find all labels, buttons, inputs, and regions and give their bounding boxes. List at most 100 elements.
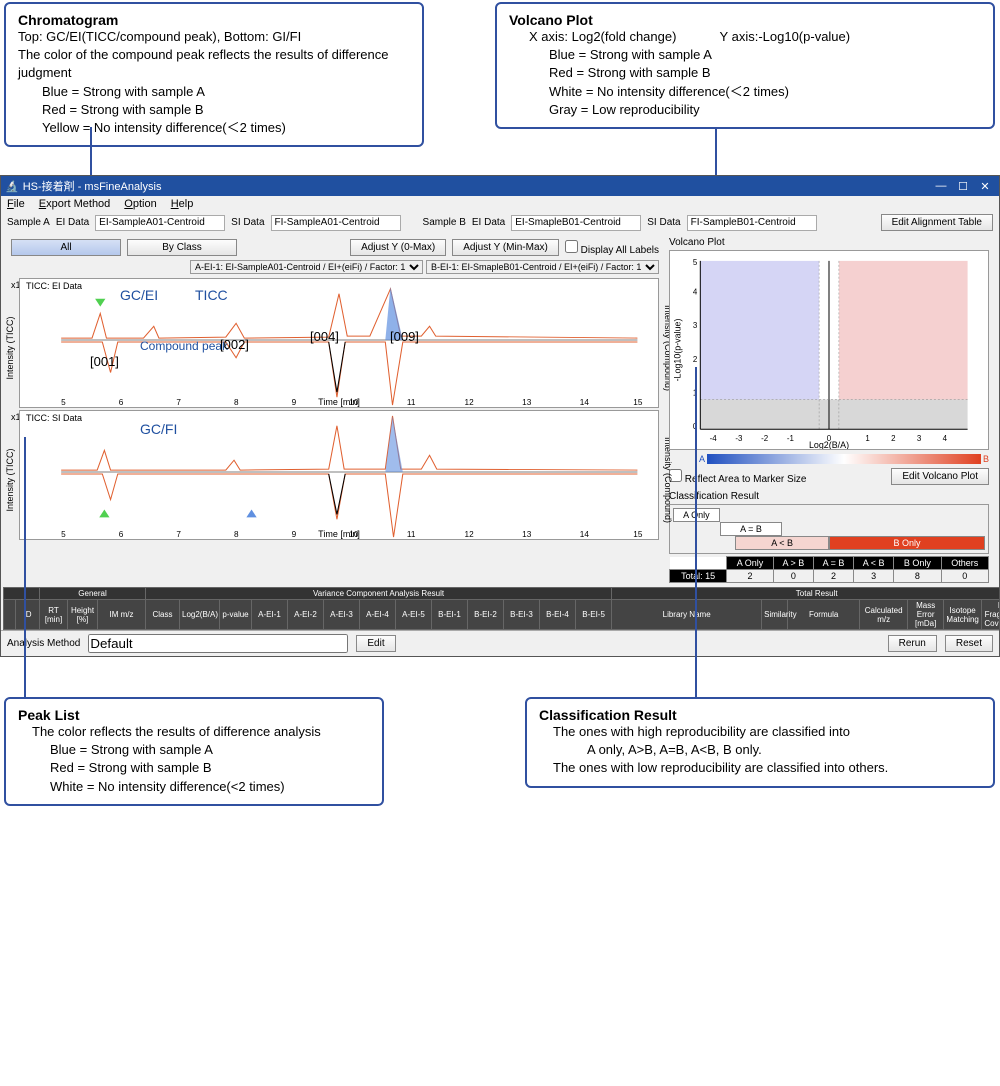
check-display-all[interactable]: Display All Labels — [565, 240, 659, 256]
gradient-bar — [707, 454, 981, 464]
menu-file[interactable]: File — [7, 198, 25, 210]
bar-altb: A < B — [735, 536, 829, 550]
chart-corner-top: TICC: EI Data — [26, 281, 82, 291]
label-analysis-method: Analysis Method — [7, 638, 80, 649]
svg-text:-2: -2 — [761, 434, 768, 443]
callout-pl-red: Red = Strong with sample B — [18, 759, 370, 777]
callout-class-l2: A only, A>B, A=B, A<B, B only. — [539, 741, 981, 759]
anno-gcfi: GC/FI — [140, 421, 177, 437]
callout-pl-blue: Blue = Strong with sample A — [18, 741, 370, 759]
svg-text:2: 2 — [891, 434, 895, 443]
btn-rerun[interactable]: Rerun — [888, 635, 937, 652]
label-eidata-b: EI Data — [472, 217, 505, 228]
callout-volcano-title: Volcano Plot — [509, 12, 981, 28]
svg-text:12: 12 — [465, 398, 475, 407]
callout-volcano-axes: X axis: Log2(fold change) Y axis:-Log10(… — [509, 28, 981, 46]
callout-volc-red: Red = Strong with sample B — [509, 64, 981, 82]
chart-corner-bot: TICC: SI Data — [26, 413, 82, 423]
callout-chromatogram-sub: Top: GC/EI(TICC/compound peak), Bottom: … — [18, 28, 410, 46]
callout-class-title: Classification Result — [539, 707, 981, 723]
svg-text:-3: -3 — [735, 434, 743, 443]
sample-bar: Sample A EI Data SI Data Sample B EI Dat… — [1, 212, 999, 233]
svg-text:5: 5 — [61, 530, 66, 539]
svg-text:9: 9 — [292, 398, 297, 407]
input-si-b[interactable] — [687, 215, 817, 231]
peak-004: [004] — [310, 329, 339, 344]
callout-chromatogram-desc: The color of the compound peak reflects … — [18, 46, 410, 82]
svg-text:12: 12 — [465, 530, 475, 539]
label-sidata-a: SI Data — [231, 217, 264, 228]
svg-text:14: 14 — [580, 398, 590, 407]
menu-export[interactable]: Export Method — [39, 198, 111, 210]
callout-peaklist-title: Peak List — [18, 707, 370, 723]
menu-help[interactable]: Help — [171, 198, 194, 210]
svg-text:6: 6 — [119, 398, 124, 407]
grad-b: B — [983, 454, 989, 464]
svg-text:8: 8 — [234, 530, 239, 539]
btn-all[interactable]: All — [11, 239, 121, 256]
label-sampleB: Sample B — [423, 217, 466, 228]
svg-text:8: 8 — [234, 398, 239, 407]
callout-volc-blue: Blue = Strong with sample A — [509, 46, 981, 64]
svg-text:3: 3 — [917, 434, 922, 443]
callout-volc-white: White = No intensity difference(＜2 times… — [509, 83, 981, 101]
input-ei-a[interactable] — [95, 215, 225, 231]
callout-volc-gray: Gray = Low reproducibility — [509, 101, 981, 119]
svg-text:-4: -4 — [710, 434, 718, 443]
svg-text:-1: -1 — [787, 434, 795, 443]
class-title: Classification Result — [669, 491, 989, 502]
check-reflect-area[interactable]: Reflect Area to Marker Size — [669, 469, 807, 485]
btn-adjust-ymm[interactable]: Adjust Y (Min-Max) — [452, 239, 559, 256]
edit-volcano-button[interactable]: Edit Volcano Plot — [891, 468, 989, 485]
input-ei-b[interactable] — [511, 215, 641, 231]
grad-a: A — [699, 454, 705, 464]
callout-pl-white: White = No intensity difference(<2 times… — [18, 778, 370, 796]
label-eidata-a: EI Data — [56, 217, 89, 228]
btn-byclass[interactable]: By Class — [127, 239, 237, 256]
btn-reset[interactable]: Reset — [945, 635, 993, 652]
callout-class-l1: The ones with high reproducibility are c… — [539, 723, 981, 741]
svg-text:15: 15 — [633, 530, 643, 539]
svg-text:2: 2 — [693, 355, 697, 364]
svg-text:3: 3 — [693, 321, 698, 330]
svg-text:-Log10(p-value): -Log10(p-value) — [673, 319, 683, 382]
bar-aeqb: A = B — [720, 522, 782, 536]
callout-chrom-red: Red = Strong with sample B — [18, 101, 410, 119]
input-si-a[interactable] — [271, 215, 401, 231]
svg-text:9: 9 — [292, 530, 297, 539]
close-button[interactable]: ✕ — [975, 180, 995, 193]
svg-text:Log2(B/A): Log2(B/A) — [809, 440, 849, 449]
classification-table: A Only A > B A = B A < B B Only Others T… — [669, 556, 989, 583]
dropdown-chrom-a[interactable]: A-EI-1: EI-SampleA01-Centroid / EI+(eiFi… — [190, 260, 423, 274]
chromatogram-bottom[interactable]: 567 8910 111213 1415 TICC: SI Data GC/FI… — [19, 410, 659, 540]
callout-chrom-yellow: Yellow = No intensity difference(＜2 time… — [18, 119, 410, 137]
btn-adjust-y0[interactable]: Adjust Y (0-Max) — [350, 239, 446, 256]
label-sidata-b: SI Data — [647, 217, 680, 228]
chromatogram-top[interactable]: 567 8910 111213 1415 TICC: EI Data GC/EI… — [19, 278, 659, 408]
xlabel-top: Time [min] — [318, 397, 360, 407]
callout-peaklist-desc: The color reflects the results of differ… — [18, 723, 370, 741]
peak-009: [009] — [390, 329, 419, 344]
svg-text:5: 5 — [693, 258, 698, 267]
dropdown-chrom-b[interactable]: B-EI-1: EI-SmapleB01-Centroid / EI+(eiFi… — [426, 260, 659, 274]
svg-text:15: 15 — [633, 398, 643, 407]
menu-option[interactable]: Option — [124, 198, 156, 210]
maximize-button[interactable]: ☐ — [953, 180, 973, 193]
peak-001: [001] — [90, 354, 119, 369]
edit-alignment-button[interactable]: Edit Alignment Table — [881, 214, 993, 231]
menubar: File Export Method Option Help — [1, 196, 999, 212]
svg-text:1: 1 — [865, 434, 870, 443]
titlebar: 🔬 HS-接着剤 - msFineAnalysis — ☐ ✕ — [1, 176, 999, 196]
footer: Analysis Method Edit Rerun Reset — [1, 630, 999, 656]
anno-compound: Compound peak — [140, 339, 228, 353]
anno-ticc: TICC — [195, 287, 228, 303]
input-analysis-method[interactable] — [88, 634, 348, 653]
svg-text:11: 11 — [407, 398, 416, 407]
btn-edit-method[interactable]: Edit — [356, 635, 395, 652]
volcano-plot[interactable]: -4-3-2 -101 234 012 345 Log2(B/A) -Log10… — [669, 250, 989, 450]
peak-002: [002] — [220, 337, 249, 352]
svg-text:13: 13 — [522, 398, 532, 407]
svg-text:6: 6 — [119, 530, 124, 539]
minimize-button[interactable]: — — [931, 180, 951, 193]
peak-table[interactable]: General Variance Component Analysis Resu… — [3, 587, 999, 630]
